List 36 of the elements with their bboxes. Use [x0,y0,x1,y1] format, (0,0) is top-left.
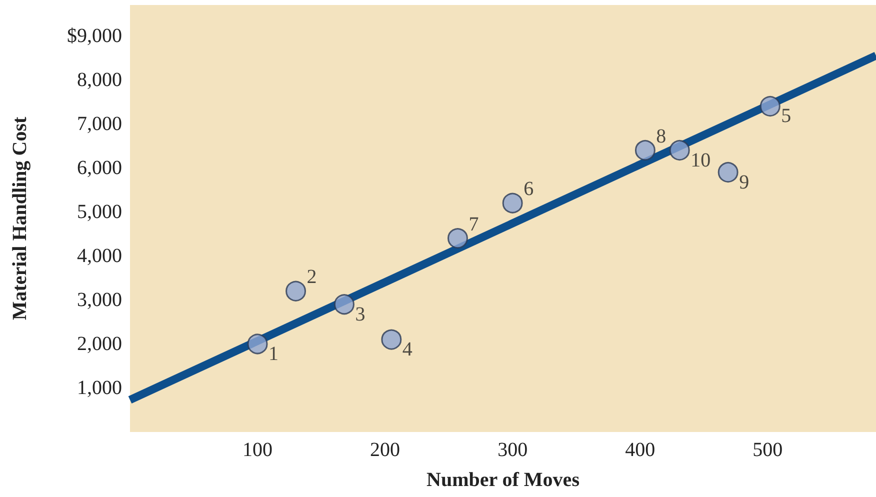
y-tick-label: 6,000 [77,156,122,179]
x-tick-label: 300 [498,439,528,461]
annotation: 10 [690,149,711,172]
point [334,294,354,315]
point [286,280,306,302]
annotation: 8 [656,125,666,148]
x-tick-label: 100 [242,439,273,461]
point [448,228,468,249]
point [669,140,690,161]
annotation: 4 [402,338,412,361]
y-tick-label: 8,000 [77,68,122,91]
x-axis-title: Number of Moves [426,469,580,491]
point [760,96,780,116]
annotation: 1 [268,342,279,365]
point [634,140,656,161]
y-tick-label: 2,000 [77,332,122,355]
point [502,192,523,214]
annotation: 7 [468,213,479,236]
point [247,334,268,354]
x-tick-label: 400 [625,439,656,461]
point [381,329,402,350]
y-tick-label: 5,000 [77,200,122,223]
y-tick-label: $9,000 [67,24,122,47]
annotation: 3 [355,303,366,326]
annotation: 5 [781,105,792,128]
x-tick-label: 200 [370,439,400,461]
x-tick-label: 500 [752,439,783,461]
y-tick-label: 1,000 [77,376,122,399]
annotation: 9 [739,171,750,194]
annotation: 6 [524,178,534,200]
y-tick-label: 4,000 [77,244,122,267]
point [718,162,738,183]
y-tick-label: 7,000 [77,112,122,135]
y-axis-title: Material Handling Cost [9,116,31,320]
annotation: 2 [306,266,317,288]
y-tick-label: 3,000 [77,288,122,311]
